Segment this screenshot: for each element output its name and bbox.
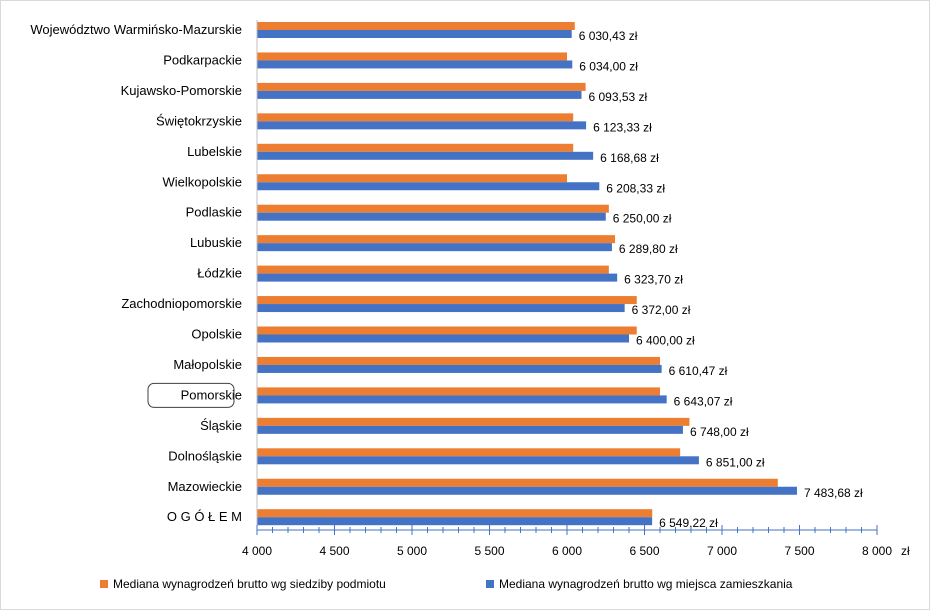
bar-siedziba-15	[257, 478, 778, 487]
bar-siedziba-4	[257, 143, 574, 152]
value-label: 6 748,00 zł	[690, 425, 749, 439]
bar-siedziba-0	[257, 22, 575, 30]
bar-zamieszkanie-16	[257, 517, 653, 526]
legend-swatch-siedziba	[100, 580, 108, 588]
bar-siedziba-12	[257, 387, 660, 396]
category-label: Małopolskie	[173, 357, 242, 372]
bar-siedziba-2	[257, 82, 586, 91]
category-label: O G Ó Ł E M	[167, 509, 242, 524]
bar-siedziba-10	[257, 326, 637, 335]
bar-zamieszkanie-5	[257, 182, 600, 191]
bar-siedziba-7	[257, 235, 616, 244]
x-tick-label: 7 500	[784, 544, 814, 558]
value-label: 6 208,33 zł	[606, 181, 665, 195]
bar-zamieszkanie-12	[257, 395, 667, 404]
x-tick-label: 5 500	[474, 544, 504, 558]
bar-siedziba-5	[257, 174, 567, 183]
legend: Mediana wynagrodzeń brutto wg siedziby p…	[100, 577, 793, 591]
x-tick-label: 6 000	[552, 544, 582, 558]
value-label: 6 323,70 zł	[624, 273, 683, 287]
value-label: 6 372,00 zł	[632, 303, 691, 317]
bar-zamieszkanie-11	[257, 364, 662, 373]
bar-siedziba-1	[257, 52, 567, 61]
bar-siedziba-9	[257, 296, 637, 305]
bar-zamieszkanie-9	[257, 304, 625, 313]
bar-zamieszkanie-1	[257, 60, 573, 69]
category-label: Mazowieckie	[168, 479, 242, 494]
bar-zamieszkanie-15	[257, 486, 797, 495]
x-tick-label: 4 000	[242, 544, 272, 558]
value-label: 6 250,00 zł	[613, 212, 672, 226]
x-tick-label: 6 500	[629, 544, 659, 558]
value-label: 6 610,47 zł	[669, 364, 728, 378]
bar-zamieszkanie-2	[257, 90, 582, 99]
value-label: 7 483,68 zł	[804, 486, 863, 500]
value-label: 6 030,43 zł	[579, 29, 638, 43]
value-label: 6 549,22 zł	[659, 516, 718, 530]
category-label: Lubuskie	[190, 235, 242, 250]
bar-zamieszkanie-6	[257, 212, 606, 221]
category-label: Kujawsko-Pomorskie	[121, 83, 242, 98]
bar-siedziba-11	[257, 356, 660, 365]
x-axis: 4 000 4 500 5 000 5 500 6 000 6 500 7 000 7 500…	[242, 20, 910, 558]
bar-siedziba-14	[257, 448, 681, 457]
x-unit-label: zł	[901, 544, 910, 558]
value-labels: 6 030,43 zł 6 034,00 zł 6 093,53 zł 6 123,3…	[579, 29, 863, 530]
bars-layer	[257, 22, 797, 526]
legend-label-siedziba: Mediana wynagrodzeń brutto wg siedziby p…	[113, 577, 386, 591]
x-tick-label: 7 000	[707, 544, 737, 558]
bar-siedziba-16	[257, 509, 653, 518]
value-label: 6 093,53 zł	[588, 90, 647, 104]
category-label: Pomorskie	[181, 387, 242, 402]
category-label: Podlaskie	[186, 205, 242, 220]
bar-siedziba-3	[257, 113, 574, 122]
category-label: Województwo Warmińsko-Mazurskie	[30, 22, 242, 37]
category-labels: Województwo Warmińsko-Mazurskie Podkarpac…	[30, 22, 242, 524]
x-tick-label: 4 500	[319, 544, 349, 558]
x-tick-label: 5 000	[397, 544, 427, 558]
category-label: Dolnośląskie	[168, 448, 242, 463]
category-label: Świętokrzyskie	[156, 113, 242, 128]
value-label: 6 289,80 zł	[619, 242, 678, 256]
bar-siedziba-6	[257, 204, 609, 213]
category-label: Wielkopolskie	[163, 174, 242, 189]
bar-siedziba-13	[257, 417, 690, 426]
category-label: Łódzkie	[197, 266, 242, 281]
value-label: 6 034,00 zł	[579, 59, 638, 73]
bar-zamieszkanie-10	[257, 334, 629, 343]
bar-siedziba-8	[257, 265, 609, 274]
legend-swatch-zamieszkanie	[486, 580, 494, 588]
bar-zamieszkanie-8	[257, 273, 618, 282]
category-label: Opolskie	[191, 327, 242, 342]
value-label: 6 123,33 zł	[593, 120, 652, 134]
value-label: 6 400,00 zł	[636, 334, 695, 348]
category-label: Śląskie	[200, 418, 242, 433]
bar-zamieszkanie-3	[257, 121, 587, 130]
category-label: Lubelskie	[187, 144, 242, 159]
value-label: 6 168,68 zł	[600, 151, 659, 165]
x-tick-label: 8 000	[862, 544, 892, 558]
value-label: 6 643,07 zł	[674, 394, 733, 408]
value-label: 6 851,00 zł	[706, 455, 765, 469]
category-label: Zachodniopomorskie	[121, 296, 242, 311]
legend-label-zamieszkanie: Mediana wynagrodzeń brutto wg miejsca za…	[499, 577, 793, 591]
bar-zamieszkanie-14	[257, 456, 699, 465]
bar-zamieszkanie-4	[257, 151, 594, 160]
bar-zamieszkanie-0	[257, 30, 572, 38]
category-label: Podkarpackie	[163, 52, 242, 67]
highlight-box	[147, 382, 235, 408]
bar-zamieszkanie-7	[257, 243, 612, 252]
bar-zamieszkanie-13	[257, 425, 683, 434]
